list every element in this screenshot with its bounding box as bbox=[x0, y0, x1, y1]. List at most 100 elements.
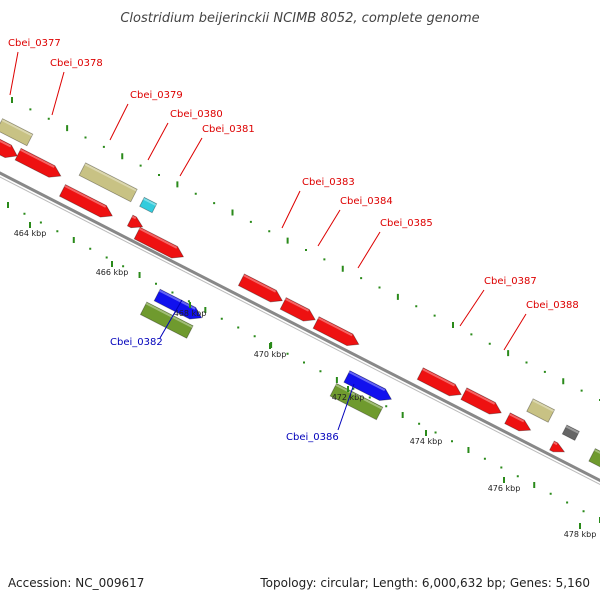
ring-tick bbox=[305, 249, 307, 251]
ring-tick bbox=[122, 265, 125, 268]
ring-tick bbox=[286, 352, 289, 355]
ring-tick bbox=[213, 202, 216, 205]
ring-tick bbox=[121, 153, 124, 160]
feature-gray-0390-shade bbox=[565, 425, 580, 434]
kbp-tick bbox=[269, 343, 271, 349]
ring-tick bbox=[138, 272, 141, 278]
kbp-label: 478 kbp bbox=[564, 530, 597, 539]
feature-olive-0382 bbox=[139, 301, 194, 339]
cds-cbei-0385 bbox=[312, 316, 360, 347]
cds-cbei-0387 bbox=[416, 367, 462, 397]
ring-tick bbox=[47, 117, 50, 120]
leader-cbei-0377 bbox=[9, 51, 19, 96]
ring-tick bbox=[566, 501, 569, 504]
ring-dots bbox=[7, 97, 600, 523]
feature-olive-0382-shade bbox=[145, 302, 193, 329]
leader-cbei-0388 bbox=[503, 313, 527, 351]
feature-cyan-0380-shade bbox=[143, 197, 157, 207]
label-cbei-0380: Cbei_0380 bbox=[170, 109, 223, 120]
kbp-tick bbox=[111, 261, 113, 267]
ring-tick bbox=[139, 164, 142, 167]
kbp-tick bbox=[347, 386, 349, 392]
cds-cbei-0377-shade bbox=[0, 139, 12, 148]
ring-tick bbox=[335, 377, 338, 383]
ring-tick bbox=[155, 282, 157, 285]
cds-cbei-0389 bbox=[504, 412, 532, 432]
ring-tick bbox=[11, 97, 13, 103]
ring-tick bbox=[72, 237, 75, 243]
ring-tick bbox=[507, 350, 510, 357]
ring-tick bbox=[451, 440, 453, 443]
backbone-inner bbox=[0, 176, 600, 486]
cds-cbei-0379-shade bbox=[64, 185, 107, 208]
cds-cbei-0377 bbox=[0, 138, 18, 159]
leader-cbei-0378 bbox=[51, 71, 65, 116]
feature-tan-0388 bbox=[526, 398, 556, 423]
label-cbei-0377: Cbei_0377 bbox=[8, 38, 61, 49]
cds-cbei-0378-shade bbox=[19, 148, 55, 168]
ring-tick bbox=[187, 300, 190, 303]
ring-tick bbox=[360, 277, 363, 280]
ring-tick bbox=[433, 314, 436, 317]
ring-tick bbox=[549, 492, 552, 495]
ring-tick bbox=[582, 510, 585, 513]
feature-tan-0377-shade bbox=[1, 119, 33, 137]
feature-tan-0379 bbox=[78, 162, 138, 203]
ring-tick bbox=[516, 475, 519, 478]
label-cbei-0382: Cbei_0382 bbox=[110, 337, 163, 348]
feature-olive-0391-shade bbox=[594, 449, 600, 454]
ring-tick bbox=[483, 457, 486, 460]
kbp-label: 472 kbp bbox=[332, 393, 365, 402]
ring-tick bbox=[29, 108, 32, 111]
ring-tick bbox=[434, 431, 437, 434]
ring-tick bbox=[580, 389, 583, 392]
ring-tick bbox=[562, 378, 565, 385]
feature-olive-0391 bbox=[588, 448, 600, 468]
label-cbei-0379: Cbei_0379 bbox=[130, 90, 183, 101]
leader-cbei-0380 bbox=[147, 122, 169, 161]
kbp-ruler: 464 kbp 466 kbp 468 kbp 470 kbp 472 kbp 474 k… bbox=[14, 222, 597, 539]
ring-tick bbox=[171, 291, 174, 294]
ring-tick bbox=[39, 221, 42, 224]
genome-backbone bbox=[0, 171, 600, 486]
ring-tick bbox=[158, 174, 160, 176]
cds-cbei-0384 bbox=[279, 297, 316, 322]
ring-tick bbox=[452, 322, 454, 328]
accession-text: Accession: NC_009617 bbox=[8, 576, 145, 590]
ring-tick bbox=[204, 307, 207, 313]
cds-cbei-0383 bbox=[237, 273, 283, 303]
kbp-label: 468 kbp bbox=[174, 309, 207, 318]
leader-cbei-0383 bbox=[281, 190, 301, 229]
ring-tick bbox=[323, 258, 326, 261]
ring-tick bbox=[341, 265, 344, 272]
ring-tick bbox=[56, 230, 59, 233]
ring-tick bbox=[467, 447, 470, 453]
cds-cbei-0380 bbox=[126, 214, 144, 229]
cds-cbei-0386 bbox=[343, 370, 393, 401]
kbp-tick bbox=[425, 430, 427, 436]
label-cbei-0384: Cbei_0384 bbox=[340, 196, 393, 207]
ring-tick bbox=[319, 370, 322, 373]
ring-tick bbox=[102, 145, 105, 148]
feature-tan-0377 bbox=[0, 118, 34, 147]
ring-tick bbox=[415, 305, 418, 308]
cds-cbei-0390-shade bbox=[553, 441, 558, 446]
leader-cbei-0382 bbox=[159, 299, 183, 339]
cds-cbei-0381 bbox=[133, 226, 185, 259]
ring-tick bbox=[270, 342, 273, 348]
ring-tick bbox=[378, 286, 381, 289]
ring-tick bbox=[237, 326, 240, 329]
ring-tick bbox=[368, 396, 371, 399]
label-cbei-0383: Cbei_0383 bbox=[302, 177, 355, 188]
label-cbei-0378: Cbei_0378 bbox=[50, 58, 103, 69]
ring-tick bbox=[253, 335, 256, 338]
ring-tick bbox=[470, 333, 473, 336]
ring-tick bbox=[231, 209, 234, 216]
kbp-label: 466 kbp bbox=[96, 268, 129, 277]
kbp-tick bbox=[503, 477, 505, 483]
ring-tick bbox=[23, 212, 26, 215]
cds-cbei-0385-shade bbox=[317, 317, 353, 337]
ring-tick bbox=[105, 256, 108, 259]
ring-tick bbox=[500, 466, 503, 469]
